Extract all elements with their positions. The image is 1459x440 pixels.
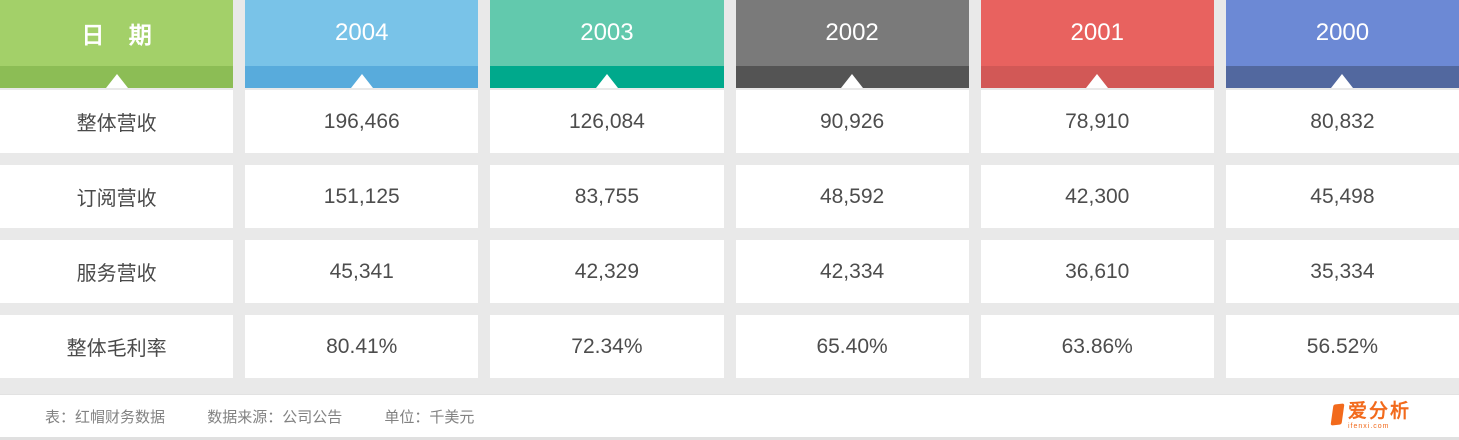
date-header-strip [0,66,234,88]
footer-captions: 表：红帽财务数据 数据来源：公司公告 单位：千美元 [45,406,474,427]
unit-caption: 单位：千美元 [384,408,475,426]
value-cell: 151,125 [245,165,479,228]
date-column: 日 期 整体营收 订阅营收 服务营收 整体毛利率 [0,0,234,378]
value-cell: 42,334 [735,240,969,303]
date-header-label: 日 期 [0,0,234,66]
source-caption: 数据来源：公司公告 [207,408,343,426]
logo-subtext: ifenxi.com [1347,423,1390,430]
value-cell: 45,498 [1225,165,1459,228]
year-header-label: 2001 [980,0,1214,66]
value-cell: 126,084 [490,90,724,153]
value-cell: 65.40% [735,315,969,378]
year-header-strip [980,66,1214,88]
year-header-2004: 2004 [245,0,479,88]
year-header-label: 2004 [245,0,479,66]
ifenxi-logo: 爱分析 ifenxi.com [1330,401,1411,430]
year-header-strip [1225,66,1459,88]
value-cell: 42,329 [490,240,724,303]
logo-name: 爱分析 [1347,401,1411,422]
notch-arrow-icon [1331,74,1354,88]
row-label-gross-margin: 整体毛利率 [0,315,234,378]
notch-arrow-icon [595,74,618,88]
row-label-total-revenue: 整体营收 [0,90,234,153]
year-header-2000: 2000 [1225,0,1459,88]
value-cell: 80,832 [1225,90,1459,153]
year-column-2003: 2003 126,084 83,755 42,329 72.34% [490,0,724,378]
year-header-label: 2002 [735,0,969,66]
date-header: 日 期 [0,0,234,88]
row-label-service-revenue: 服务营收 [0,240,234,303]
notch-arrow-icon [1086,74,1109,88]
year-header-label: 2000 [1225,0,1459,66]
flame-icon [1330,403,1345,426]
value-cell: 80.41% [245,315,479,378]
value-cell: 196,466 [245,90,479,153]
value-cell: 42,300 [980,165,1214,228]
financial-table: 日 期 整体营收 订阅营收 服务营收 整体毛利率 2004 196,466 15… [0,0,1459,378]
year-column-2000: 2000 80,832 45,498 35,334 56.52% [1225,0,1459,378]
year-column-2004: 2004 196,466 151,125 45,341 80.41% [245,0,479,378]
value-cell: 48,592 [735,165,969,228]
year-header-2001: 2001 [980,0,1214,88]
value-cell: 36,610 [980,240,1214,303]
year-column-2002: 2002 90,926 48,592 42,334 65.40% [735,0,969,378]
notch-arrow-icon [105,74,128,88]
value-cell: 72.34% [490,315,724,378]
footer-bar: 表：红帽财务数据 数据来源：公司公告 单位：千美元 爱分析 ifenxi.com [0,394,1459,440]
value-cell: 90,926 [735,90,969,153]
year-header-2003: 2003 [490,0,724,88]
row-label-subscription-revenue: 订阅营收 [0,165,234,228]
value-cell: 35,334 [1225,240,1459,303]
value-cell: 83,755 [490,165,724,228]
notch-arrow-icon [841,74,864,88]
year-header-2002: 2002 [735,0,969,88]
year-header-strip [490,66,724,88]
year-header-strip [245,66,479,88]
value-cell: 63.86% [980,315,1214,378]
value-cell: 78,910 [980,90,1214,153]
value-cell: 56.52% [1225,315,1459,378]
year-header-label: 2003 [490,0,724,66]
notch-arrow-icon [350,74,373,88]
year-header-strip [735,66,969,88]
table-caption: 表：红帽财务数据 [45,408,166,426]
value-cell: 45,341 [245,240,479,303]
year-column-2001: 2001 78,910 42,300 36,610 63.86% [980,0,1214,378]
